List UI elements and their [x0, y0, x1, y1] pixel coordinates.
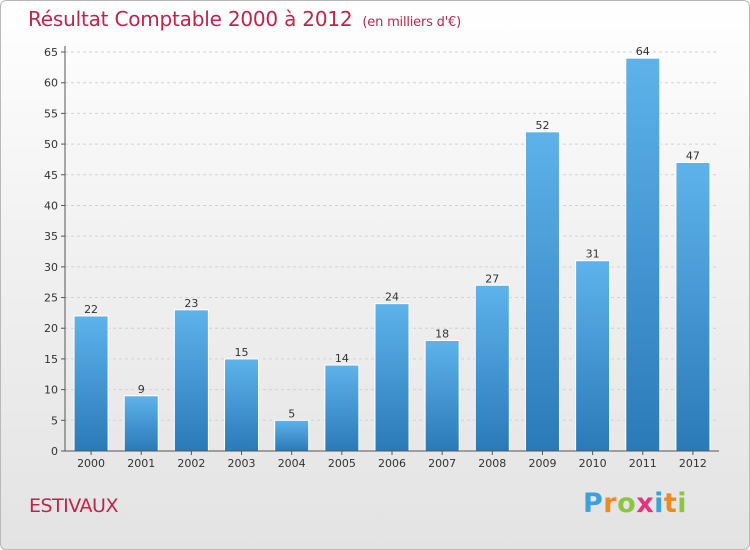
logo-letter: i	[654, 488, 664, 519]
logo-letter: t	[663, 488, 678, 519]
y-tick-label: 10	[44, 384, 58, 397]
value-label: 9	[138, 383, 145, 396]
logo-letter: P	[583, 488, 604, 519]
y-tick-label: 40	[44, 199, 58, 212]
y-tick-label: 30	[44, 261, 58, 274]
commune-name: ESTIVAUX	[29, 495, 118, 517]
bar	[374, 303, 410, 452]
value-label: 22	[84, 303, 98, 316]
value-label: 5	[288, 407, 295, 420]
y-tick-label: 45	[44, 169, 58, 182]
y-tick-label: 50	[44, 138, 58, 151]
x-tick-label: 2010	[579, 457, 607, 470]
y-tick-label: 0	[51, 445, 58, 458]
chart-subtitle: (en milliers d'€)	[362, 15, 461, 30]
value-label: 47	[686, 149, 700, 162]
x-tick-label: 2004	[278, 457, 306, 470]
y-tick-label: 25	[44, 292, 58, 305]
value-label: 24	[385, 291, 399, 304]
x-tick-label: 2007	[428, 457, 456, 470]
bar	[524, 131, 560, 452]
x-tick-label: 2011	[629, 457, 657, 470]
x-tick-label: 2003	[228, 457, 256, 470]
y-tick-label: 15	[44, 353, 58, 366]
value-label: 64	[636, 45, 650, 58]
y-tick-label: 20	[44, 322, 58, 335]
bar	[474, 284, 510, 452]
bar	[675, 161, 711, 452]
value-label: 31	[586, 248, 600, 261]
x-tick-label: 2001	[127, 457, 155, 470]
bar	[424, 340, 460, 452]
bar	[123, 395, 159, 452]
value-label: 15	[235, 346, 249, 359]
x-tick-label: 2006	[378, 457, 406, 470]
y-tick-label: 35	[44, 230, 58, 243]
bar	[224, 358, 260, 452]
bar	[274, 419, 310, 452]
x-tick-label: 2008	[478, 457, 506, 470]
x-tick-label: 2002	[177, 457, 205, 470]
logo-letter: r	[603, 488, 618, 519]
x-tick-label: 2009	[528, 457, 556, 470]
value-label: 23	[184, 297, 198, 310]
y-tick-label: 55	[44, 107, 58, 120]
bar	[575, 260, 611, 452]
x-tick-label: 2012	[679, 457, 707, 470]
bar	[173, 309, 209, 452]
proxiti-logo: Proxiti	[583, 488, 687, 519]
value-label: 18	[435, 328, 449, 341]
logo-letter: x	[636, 488, 655, 519]
bar	[324, 364, 360, 452]
value-label: 14	[335, 352, 349, 365]
bar	[73, 315, 109, 452]
chart-title: Résultat Comptable 2000 à 2012 (en millie…	[28, 7, 461, 31]
value-label: 52	[535, 119, 549, 132]
bar	[625, 57, 661, 452]
logo-letter: o	[617, 488, 637, 519]
y-tick-label: 60	[44, 77, 58, 90]
value-label: 27	[485, 272, 499, 285]
chart-title-text: Résultat Comptable 2000 à 2012	[28, 7, 353, 31]
x-tick-label: 2000	[77, 457, 105, 470]
logo-letter: i	[677, 488, 688, 519]
y-tick-label: 5	[51, 414, 58, 427]
y-tick-label: 65	[44, 46, 58, 59]
x-tick-label: 2005	[328, 457, 356, 470]
